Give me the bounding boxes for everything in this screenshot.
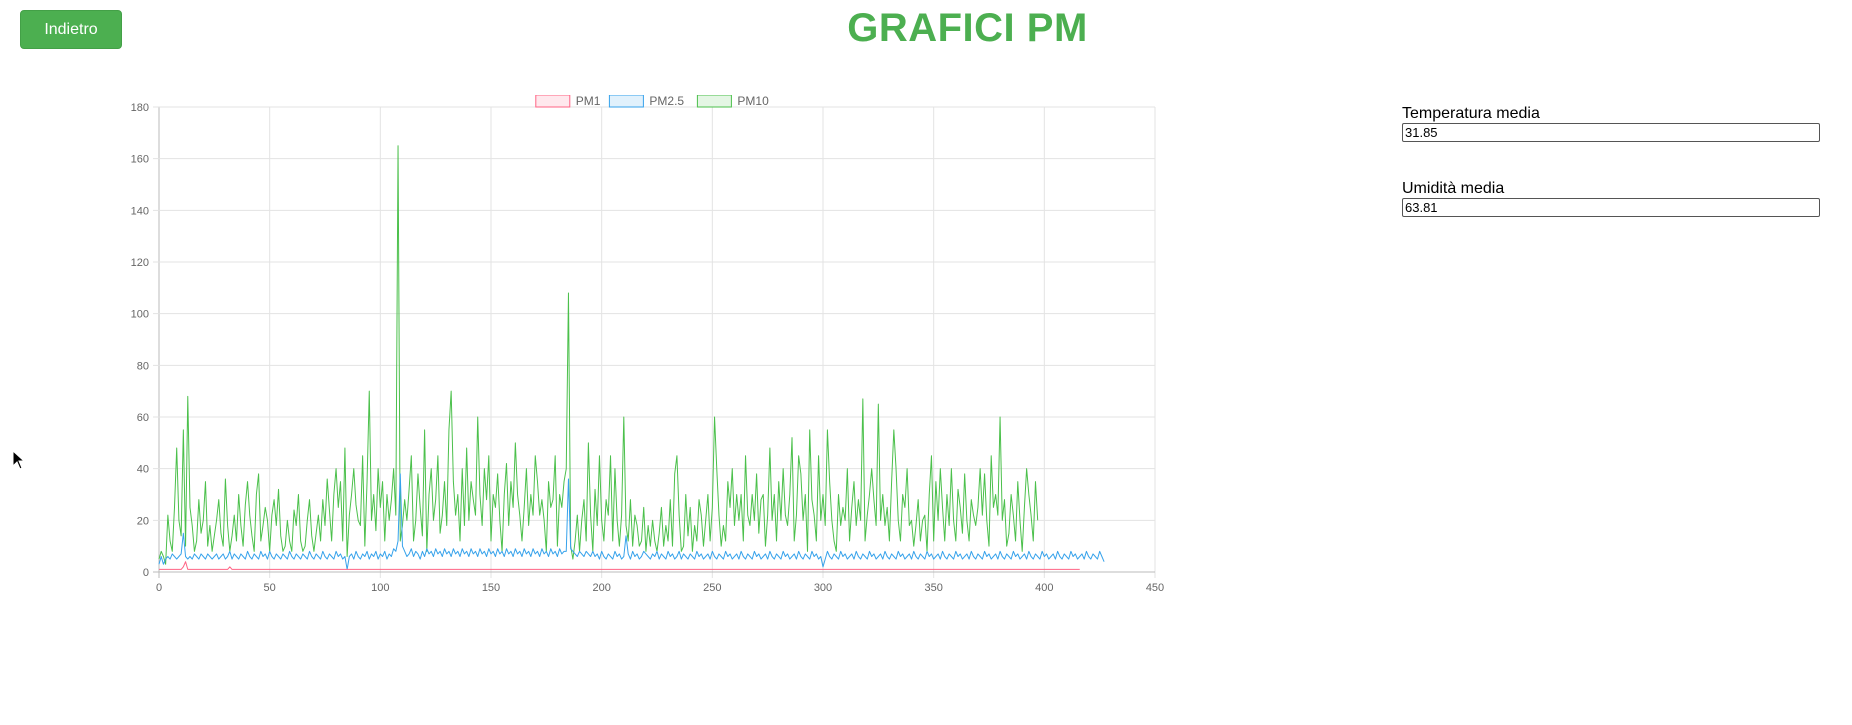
x-tick-label: 350: [924, 582, 942, 594]
x-tick-label: 450: [1146, 582, 1164, 594]
humidity-stat: Umidità media: [1402, 180, 1832, 217]
mouse-cursor-icon: [12, 450, 26, 470]
y-tick-label: 120: [131, 257, 149, 269]
y-tick-label: 40: [137, 464, 149, 476]
x-tick-label: 400: [1035, 582, 1053, 594]
y-tick-label: 20: [137, 515, 149, 527]
pm-line-chart: 0 50 100 150 200 250 300 350 400 450 0 20 40 60 80 100 1…: [131, 95, 1164, 594]
series-line-pm1: [159, 561, 1080, 570]
x-tick-label: 150: [482, 582, 500, 594]
pm-chart: 0 50 100 150 200 250 300 350 400 450 0 20 40 60 80 100 1…: [110, 95, 1380, 725]
humidity-label: Umidità media: [1402, 180, 1505, 197]
y-tick-label: 140: [131, 205, 149, 217]
page-title: GRAFICI PM: [847, 6, 1088, 50]
temperature-field[interactable]: [1402, 123, 1820, 142]
legend-label-pm1: PM1: [576, 95, 601, 108]
stats-panel: Temperatura media Umidità media: [1402, 105, 1832, 255]
x-tick-label: 100: [371, 582, 389, 594]
legend-label-pm10: PM10: [737, 95, 769, 108]
humidity-field[interactable]: [1402, 198, 1820, 217]
temperature-label: Temperatura media: [1402, 105, 1540, 122]
temperature-stat: Temperatura media: [1402, 105, 1832, 142]
y-tick-label: 60: [137, 412, 149, 424]
x-tick-label: 300: [814, 582, 832, 594]
y-tick-label: 0: [143, 567, 149, 579]
x-tick-label: 250: [703, 582, 721, 594]
y-tick-label: 80: [137, 360, 149, 372]
legend-swatch-pm25: [608, 95, 644, 108]
y-tick-label: 100: [131, 309, 149, 321]
series-line-pm25: [158, 473, 1105, 570]
x-tick-label: 50: [264, 582, 276, 594]
series-line-pm10: [158, 145, 1039, 565]
legend-swatch-pm10: [696, 95, 732, 108]
legend-label-pm25: PM2.5: [649, 95, 684, 108]
y-tick-label: 160: [131, 154, 149, 166]
x-tick-label: 0: [156, 582, 162, 594]
back-button[interactable]: Indietro: [20, 10, 122, 49]
y-tick-label: 180: [131, 102, 149, 114]
x-tick-label: 200: [592, 582, 610, 594]
legend-swatch-pm1: [535, 95, 571, 108]
